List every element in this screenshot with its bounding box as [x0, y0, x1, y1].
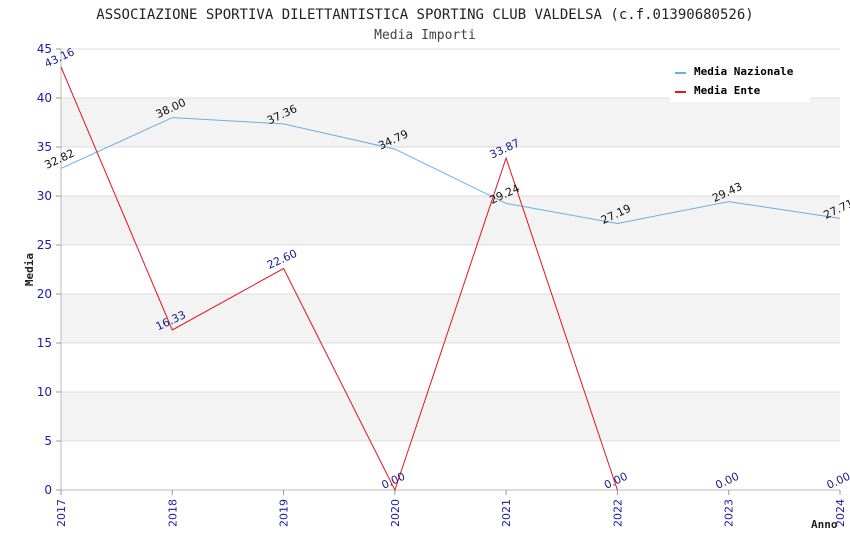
- x-tick-label: 2022: [611, 499, 624, 527]
- data-label-media-ente: 0.00: [380, 470, 408, 492]
- x-axis-label: Anno: [811, 518, 838, 531]
- y-tick-label: 20: [37, 287, 52, 301]
- grid-band: [61, 98, 840, 147]
- legend-box: [670, 60, 810, 102]
- grid-band: [61, 196, 840, 245]
- x-tick-label: 2017: [55, 499, 68, 527]
- gridlines: [61, 48, 840, 491]
- x-tick-label: 2024: [834, 499, 847, 527]
- data-label-media-ente: 0.00: [602, 470, 630, 492]
- axes: [60, 49, 840, 491]
- legend: Media Nazionale Media Ente: [670, 60, 810, 102]
- y-tick-label: 10: [37, 385, 52, 399]
- data-label-media-ente: 0.00: [825, 470, 850, 492]
- series-line-media-nazionale: [60, 117, 841, 225]
- y-axis-label: Media: [23, 253, 36, 286]
- series-line-media-ente: [60, 66, 618, 492]
- series-layer: [60, 66, 841, 492]
- x-tick-label: 2023: [723, 499, 736, 527]
- legend-label-media-nazionale: Media Nazionale: [694, 65, 794, 78]
- y-tick-label: 35: [37, 140, 52, 154]
- y-tick-label: 45: [37, 42, 52, 56]
- chart-title: ASSOCIAZIONE SPORTIVA DILETTANTISTICA SP…: [96, 7, 753, 23]
- y-tick-label: 15: [37, 336, 52, 350]
- y-tick-label: 0: [44, 483, 52, 497]
- x-axis-ticks: 2017 2018 2019 2020 2021 2022 2023 2024: [55, 490, 847, 527]
- x-tick-label: 2018: [166, 499, 179, 527]
- x-tick-label: 2020: [389, 499, 402, 527]
- legend-label-media-ente: Media Ente: [694, 84, 761, 97]
- y-axis-ticks: 0 5 10 15 20 25 30 35 40 45: [37, 42, 61, 497]
- y-tick-label: 25: [37, 238, 52, 252]
- y-tick-label: 5: [44, 434, 52, 448]
- data-label-media-ente: 0.00: [713, 470, 741, 492]
- x-tick-label: 2021: [500, 499, 513, 527]
- grid-band: [61, 392, 840, 441]
- grid-band: [61, 294, 840, 343]
- x-tick-label: 2019: [278, 499, 291, 527]
- y-tick-label: 30: [37, 189, 52, 203]
- chart-subtitle: Media Importi: [374, 28, 476, 43]
- data-label-media-ente: 22.60: [265, 247, 299, 272]
- grid-bands: [61, 98, 840, 441]
- y-tick-label: 40: [37, 91, 52, 105]
